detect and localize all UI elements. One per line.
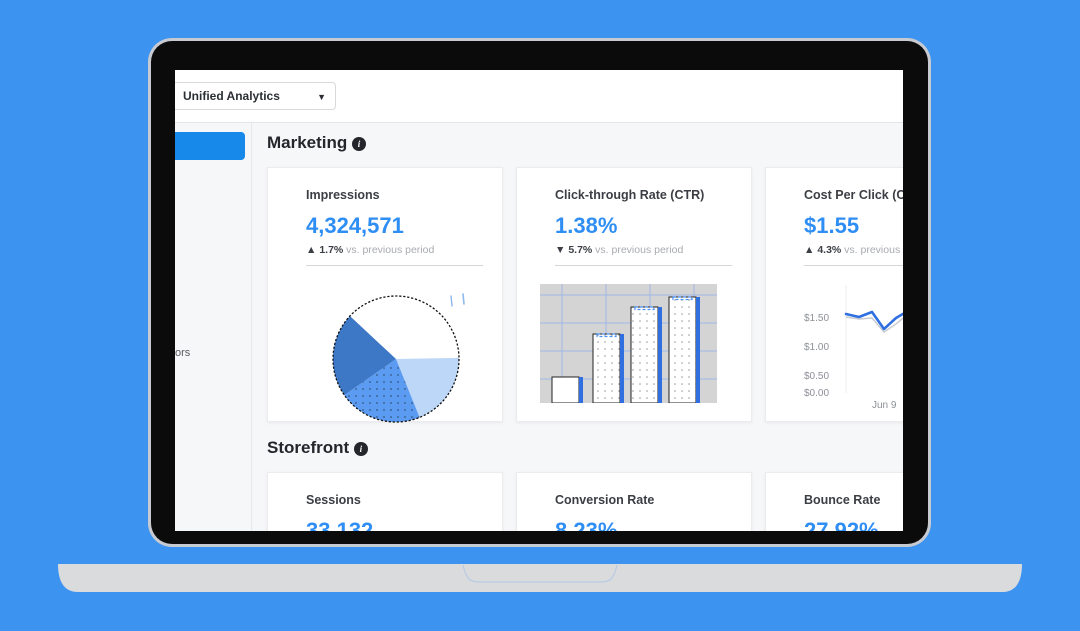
svg-text:$1.00: $1.00 bbox=[804, 342, 829, 353]
svg-text:$0.00: $0.00 bbox=[804, 388, 829, 399]
svg-text:$0.50: $0.50 bbox=[804, 371, 829, 382]
svg-text:Jun 9: Jun 9 bbox=[872, 400, 897, 410]
svg-text:$1.50: $1.50 bbox=[804, 313, 829, 324]
